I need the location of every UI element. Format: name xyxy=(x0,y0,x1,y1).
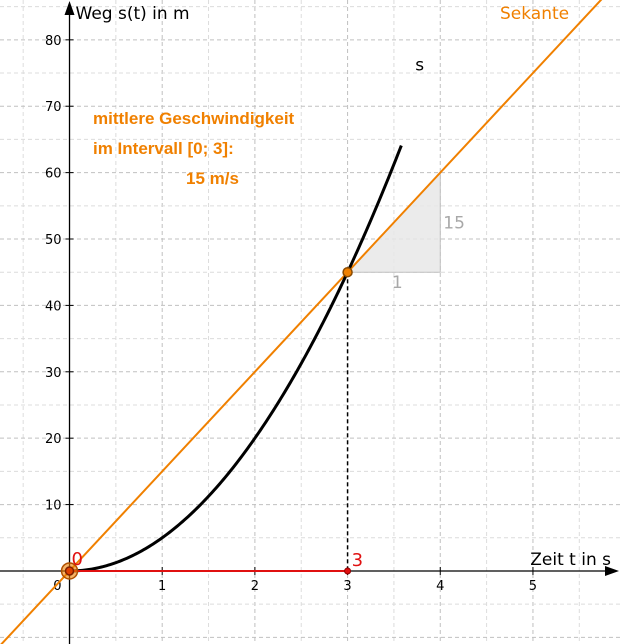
x-tick-label: 2 xyxy=(251,579,259,594)
x-tick-label: 3 xyxy=(343,579,351,594)
y-tick-label: 20 xyxy=(45,432,62,447)
y-tick-label: 10 xyxy=(45,499,62,514)
y-axis-label: Weg s(t) in m xyxy=(76,4,190,24)
y-tick-label: 60 xyxy=(45,167,62,182)
annotation-line-2: im Intervall [0; 3]: xyxy=(93,139,234,158)
intersection-point xyxy=(342,266,353,278)
origin-tick-label: 0 xyxy=(53,579,61,594)
y-tick-label: 40 xyxy=(45,299,62,314)
y-tick-label: 70 xyxy=(45,100,62,115)
origin-point xyxy=(64,566,75,576)
x-tick-label: 4 xyxy=(436,579,444,594)
y-tick-label: 50 xyxy=(45,233,62,248)
x-tick-label: 5 xyxy=(529,579,537,594)
secant-series-label: Sekante xyxy=(500,4,569,24)
x-axis-arrow-icon xyxy=(605,565,619,576)
y-tick-label: 30 xyxy=(45,366,62,381)
s-curve xyxy=(69,144,403,573)
x-axis-label: Zeit t in s xyxy=(530,550,611,570)
point-origin-label: 0 xyxy=(72,549,83,570)
triangle-run-label: 1 xyxy=(392,273,403,293)
y-tick-label: 80 xyxy=(45,34,62,49)
point-t3-label: 3 xyxy=(352,550,363,571)
point-t3 xyxy=(344,567,352,575)
annotation-line-3: 15 m/s xyxy=(186,169,239,188)
points xyxy=(60,266,353,580)
y-axis-arrow-icon xyxy=(64,1,75,15)
x-tick-label: 1 xyxy=(158,579,166,594)
s-series-label: s xyxy=(415,55,424,75)
triangle-rise-label: 15 xyxy=(443,213,465,233)
annotation-line-1: mittlere Geschwindigkeit xyxy=(93,109,295,128)
